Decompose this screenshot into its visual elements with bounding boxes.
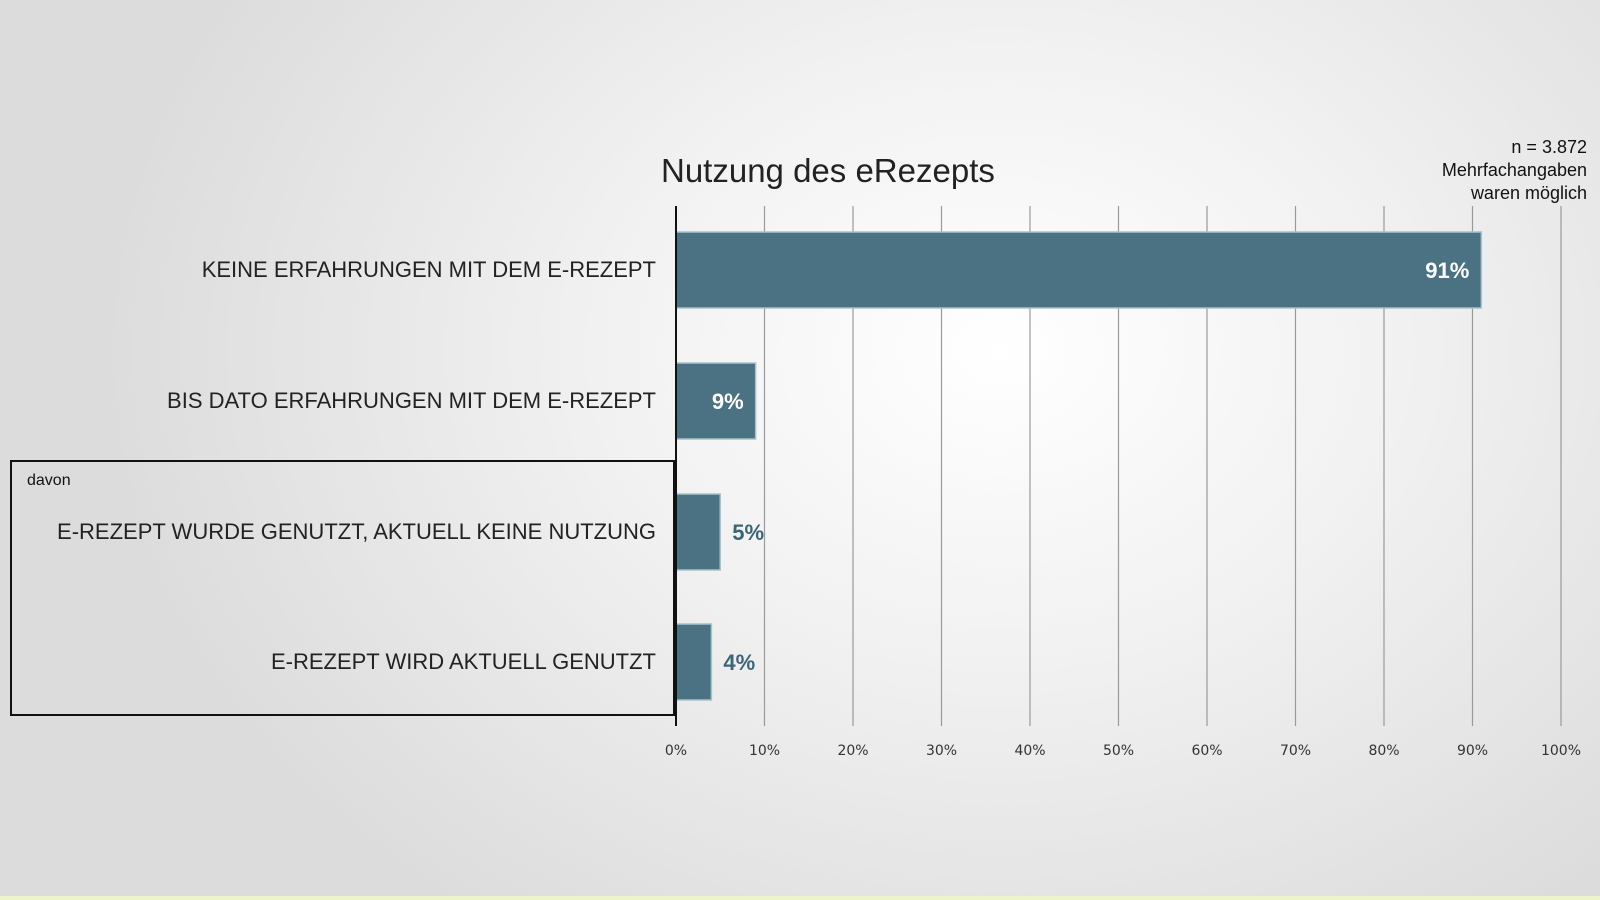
category-label-currently-used: E-REZEPT WIRD AKTUELL GENUTZT (270, 649, 656, 674)
sample-size-text: n = 3.872 (1511, 137, 1587, 157)
category-label-used-not-current: E-REZEPT WURDE GENUTZT, AKTUELL KEINE NU… (57, 519, 656, 544)
x-tick-label: 40% (1014, 743, 1045, 759)
x-tick-label: 20% (837, 743, 868, 759)
multi-answer-text-2: waren möglich (1470, 183, 1587, 203)
x-tick-label: 50% (1103, 743, 1134, 759)
x-tick-label: 70% (1280, 743, 1311, 759)
x-tick-label: 80% (1368, 743, 1399, 759)
multi-answer-text-1: Mehrfachangaben (1441, 160, 1587, 180)
x-tick-label: 60% (1191, 743, 1222, 759)
bars: 91% 9% 5% 4% (675, 231, 1483, 701)
x-tick-label: 100% (1541, 743, 1581, 759)
chart-title: Nutzung des eRezepts (661, 152, 995, 189)
x-tick-label: 30% (926, 743, 957, 759)
x-tick-label: 10% (749, 743, 780, 759)
subgroup-label: davon (27, 472, 71, 489)
bottom-strip (0, 896, 1600, 900)
subgroup-box (10, 460, 675, 716)
x-tick-label: 0% (665, 743, 687, 759)
bar (675, 623, 713, 701)
bar (675, 493, 721, 571)
bar-value-label: 9% (712, 389, 744, 414)
category-label-has-experience: BIS DATO ERFAHRUNGEN MIT DEM E-REZEPT (167, 388, 656, 413)
sample-note: n = 3.872 Mehrfachangaben waren möglich (1367, 136, 1587, 205)
x-tick-label: 90% (1457, 743, 1488, 759)
bar-value-label: 5% (732, 520, 764, 545)
bar (675, 231, 1483, 309)
bar-value-label: 91% (1425, 258, 1469, 283)
category-label-no-experience: KEINE ERFAHRUNGEN MIT DEM E-REZEPT (201, 257, 656, 282)
x-axis-ticks: 0% 10% 20% 30% 40% 50% 60% 70% 80% 90% 100% (665, 743, 1581, 759)
bar-value-label: 4% (723, 650, 755, 675)
